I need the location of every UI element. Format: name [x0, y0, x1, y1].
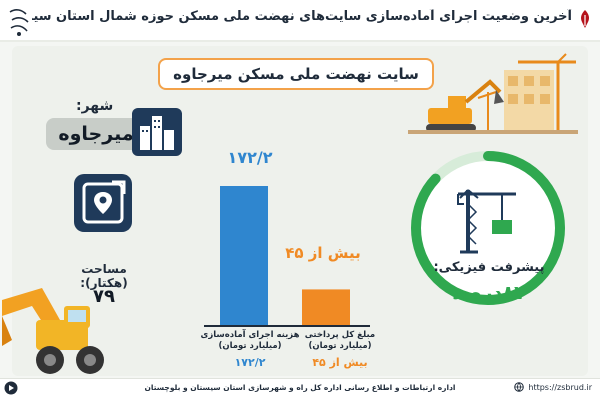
footer-credit: اداره ارتباطات و اطلاع رسانی اداره کل را… — [144, 383, 456, 392]
progress-value: ۸۷درصد — [452, 282, 526, 304]
area-label: مساحت (هکتار): — [80, 262, 128, 290]
category-value: ۱۷۲/۲ — [234, 356, 266, 369]
city-buildings-icon — [132, 108, 182, 156]
footer-url[interactable]: https://zsbrud.ir — [528, 383, 592, 392]
tower-crane-icon — [457, 189, 516, 254]
category-value: بیش از ۴۵ — [312, 356, 368, 369]
progress-arc — [411, 151, 565, 305]
header-bar — [0, 0, 600, 42]
globe-icon — [514, 382, 524, 392]
category-label: مبلغ کل پرداختی (میلیارد تومان) — [304, 330, 376, 351]
bar-value-label: بیش از ۴۵ — [285, 244, 361, 262]
city-label: شهر: — [76, 98, 114, 114]
map-pin-expand-icon — [74, 174, 132, 232]
calligraphy-logo-icon — [9, 9, 29, 36]
emblem-icon — [581, 10, 589, 28]
bar-2 — [302, 289, 350, 326]
progress-ring — [411, 151, 565, 305]
area-value: ۷۹ — [93, 286, 115, 307]
bar-chart — [204, 186, 370, 327]
bar-value-label: ۱۷۲/۲ — [227, 148, 273, 167]
bar-1 — [220, 186, 268, 326]
category-label: هزینه اجرای آماده‌سازی (میلیارد تومان) — [200, 330, 300, 351]
page-title: آخرین وضعیت اجرای آماده‌سازی سایت‌های نه… — [32, 9, 572, 24]
site-title: سایت نهضت ملی مسکن میرجاوه — [158, 58, 434, 90]
play-icon[interactable] — [4, 381, 18, 395]
city-name: میرجاوه — [46, 118, 146, 150]
footer-bar — [0, 378, 600, 401]
construction-scene-icon — [408, 53, 578, 134]
progress-label: پیشرفت فیزیکی: — [433, 260, 545, 275]
excavator-icon — [2, 288, 104, 374]
